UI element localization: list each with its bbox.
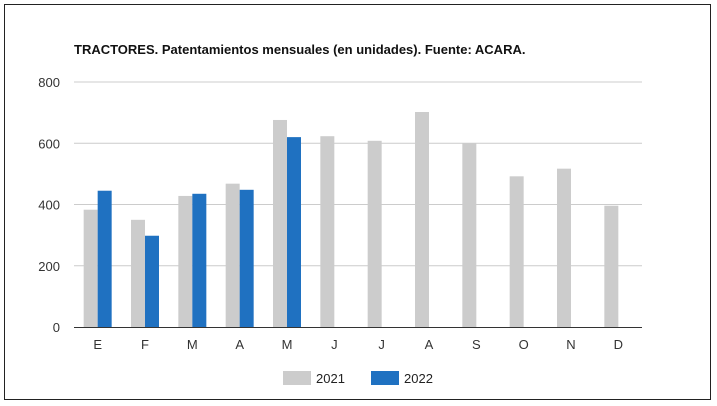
bar-2021-3: [225, 183, 240, 327]
y-tick-label: 0: [53, 320, 60, 335]
x-tick-label: S: [472, 337, 481, 352]
bars: [83, 112, 619, 327]
bar-2021-10: [557, 168, 571, 327]
legend-swatch-2021: [283, 371, 311, 385]
bar-2021-4: [273, 119, 287, 327]
y-axis-ticks: 0 200 400 600 800: [38, 75, 60, 335]
bar-2021-2: [178, 195, 193, 327]
x-tick-label: D: [614, 337, 623, 352]
bar-2022-4: [287, 137, 301, 327]
y-tick-label: 600: [38, 136, 60, 151]
x-tick-label: A: [425, 337, 434, 352]
y-tick-label: 800: [38, 75, 60, 90]
legend-swatch-2022: [371, 371, 399, 385]
chart-frame: [4, 4, 711, 400]
bar-2021-11: [604, 205, 619, 327]
bar-2021-1: [131, 219, 145, 327]
x-tick-label: J: [331, 337, 338, 352]
bar-2022-2: [192, 193, 207, 327]
x-tick-label: F: [141, 337, 149, 352]
bar-2022-1: [145, 235, 159, 327]
bar-2021-7: [415, 112, 429, 327]
bar-2021-0: [83, 209, 98, 327]
bar-2021-8: [462, 143, 477, 327]
bar-2021-9: [509, 176, 524, 327]
y-tick-label: 200: [38, 259, 60, 274]
x-tick-label: E: [93, 337, 102, 352]
bar-2021-5: [320, 136, 335, 327]
x-tick-label: O: [519, 337, 529, 352]
bar-2022-3: [239, 189, 254, 327]
x-tick-label: M: [282, 337, 293, 352]
y-tick-label: 400: [38, 198, 60, 213]
bar-2021-6: [367, 140, 382, 327]
x-tick-label: N: [566, 337, 575, 352]
legend-label: 2021: [316, 371, 345, 386]
chart-title: TRACTORES. Patentamientos mensuales (en …: [74, 42, 526, 57]
x-tick-label: M: [187, 337, 198, 352]
gridlines: [74, 81, 642, 267]
bar-2022-0: [97, 190, 112, 327]
legend-label: 2022: [404, 371, 433, 386]
legend: 2021 2022: [283, 371, 433, 386]
x-tick-label: A: [235, 337, 244, 352]
x-tick-label: J: [378, 337, 385, 352]
